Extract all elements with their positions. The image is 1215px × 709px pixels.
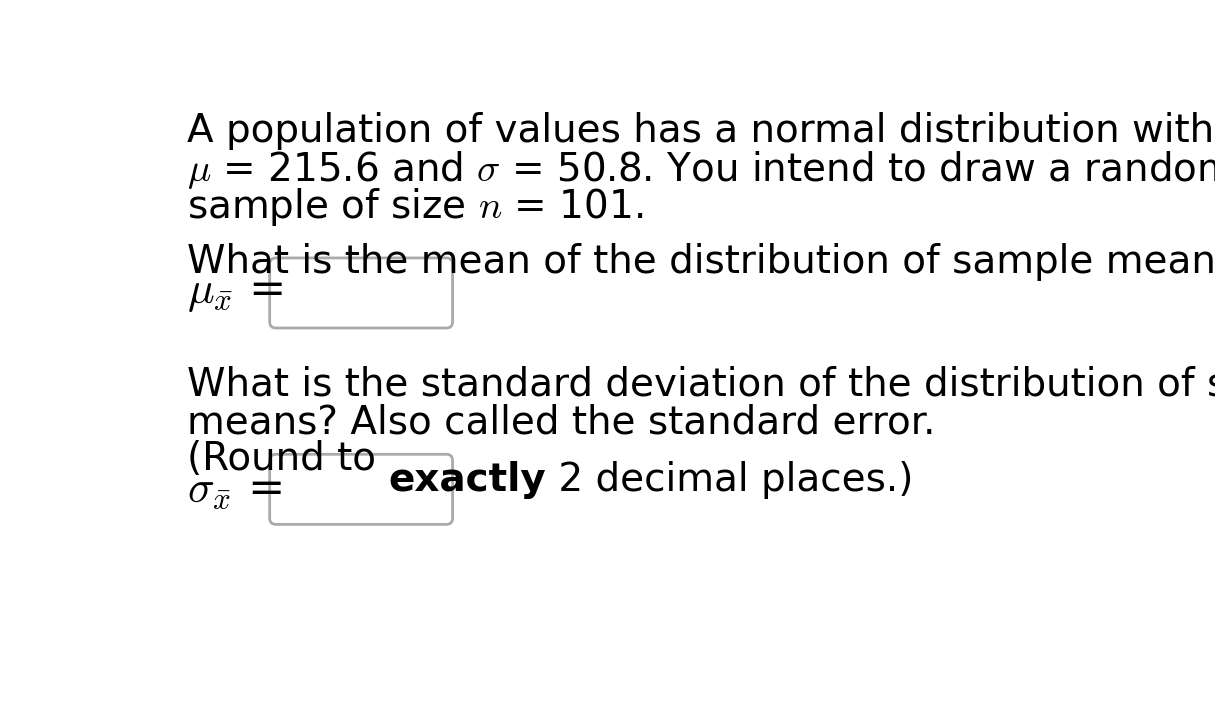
FancyBboxPatch shape — [270, 454, 452, 525]
Text: (Round to: (Round to — [187, 440, 388, 478]
Text: sample of size $n$ = 101.: sample of size $n$ = 101. — [187, 186, 643, 228]
Text: $\mu_{\bar{x}}$ =: $\mu_{\bar{x}}$ = — [187, 272, 283, 315]
FancyBboxPatch shape — [270, 258, 452, 328]
Text: means? Also called the standard error.: means? Also called the standard error. — [187, 403, 936, 441]
Text: What is the standard deviation of the distribution of sample: What is the standard deviation of the di… — [187, 366, 1215, 404]
Text: What is the mean of the distribution of sample means?: What is the mean of the distribution of … — [187, 243, 1215, 281]
Text: $\sigma_{\bar{x}}$ =: $\sigma_{\bar{x}}$ = — [187, 468, 282, 510]
Text: 2 decimal places.): 2 decimal places.) — [546, 461, 914, 499]
Text: exactly: exactly — [388, 461, 546, 499]
Text: $\mu$ = 215.6 and $\sigma$ = 50.8. You intend to draw a random: $\mu$ = 215.6 and $\sigma$ = 50.8. You i… — [187, 149, 1215, 191]
Text: A population of values has a normal distribution with: A population of values has a normal dist… — [187, 112, 1214, 150]
